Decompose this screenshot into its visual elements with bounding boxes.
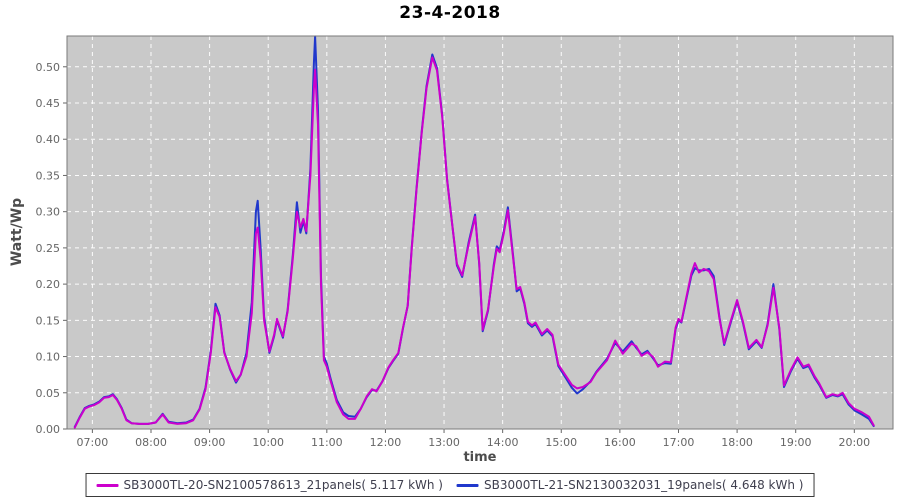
legend-label: SB3000TL-21-SN2130032031_19panels( 4.648… [484,478,804,492]
x-tick-label: 08:00 [135,436,167,449]
x-tick-label: 19:00 [780,436,812,449]
y-tick-label: 0.30 [36,206,61,219]
plot-border [66,35,894,430]
x-tick-label: 12:00 [370,436,402,449]
x-axis-label: time [463,450,496,465]
chart-title: 23-4-2018 [399,3,501,23]
tick-labels: 07:00 08:00 09:00 10:00 11:00 12:00 13:00 14:00… [36,61,871,449]
y-tick-label: 0.40 [36,133,61,146]
y-tick-label: 0.25 [36,242,61,255]
x-tick-label: 20:00 [838,436,870,449]
legend: SB3000TL-20-SN2100578613_21panels( 5.117… [85,473,815,497]
x-tick-label: 11:00 [311,436,343,449]
series-line-magenta [73,56,875,429]
y-tick-label: 0.50 [36,61,61,74]
plot-area [67,36,893,429]
y-tick-label: 0.20 [36,278,61,291]
gridlines [67,36,893,429]
x-tick-label: 16:00 [604,436,636,449]
axis-ticks [63,66,855,433]
legend-swatch-blue-line [457,483,479,487]
x-tick-label: 15:00 [545,436,577,449]
x-tick-label: 10:00 [252,436,284,449]
legend-item-series-1: SB3000TL-20-SN2100578613_21panels( 5.117… [96,478,443,492]
legend-label: SB3000TL-20-SN2100578613_21panels( 5.117… [123,478,443,492]
y-tick-label: 0.35 [36,169,61,182]
x-tick-label: 18:00 [721,436,753,449]
y-tick-label: 0.10 [36,351,61,364]
y-tick-label: 0.15 [36,314,61,327]
y-tick-label: 0.00 [36,423,61,436]
legend-item-series-2: SB3000TL-21-SN2130032031_19panels( 4.648… [457,478,803,492]
x-tick-label: 09:00 [194,436,226,449]
x-tick-label: 14:00 [487,436,519,449]
legend-swatch-magenta-line [96,483,119,487]
y-tick-label: 0.05 [36,387,61,400]
y-axis-label: Watt/Wp [9,198,25,266]
series-lines [73,35,875,429]
x-tick-label: 17:00 [663,436,695,449]
y-tick-label: 0.45 [36,97,61,110]
x-tick-label: 13:00 [428,436,460,449]
x-tick-label: 07:00 [77,436,109,449]
